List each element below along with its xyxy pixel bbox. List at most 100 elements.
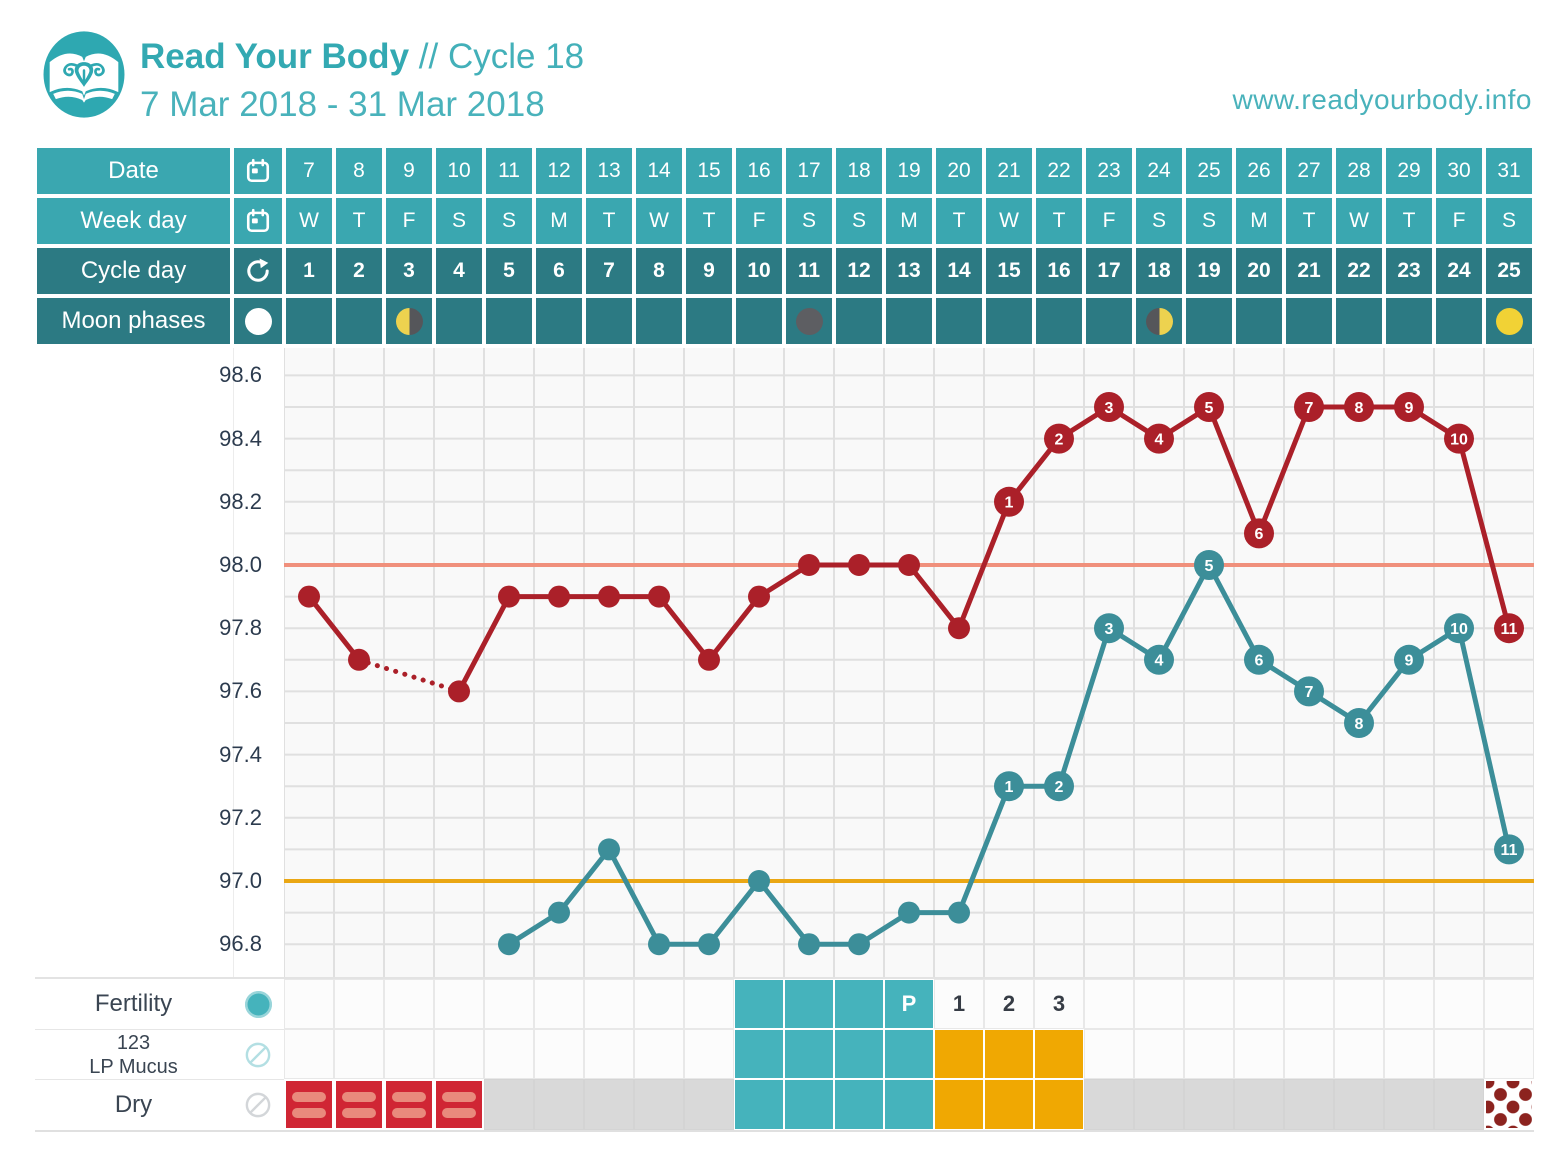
date-cell-16: 16 <box>734 146 784 196</box>
secondary-temperature-segment <box>606 846 662 947</box>
fertility-cell-empty-day-4 <box>434 979 484 1029</box>
secondary-temperature-point-day-8 <box>648 933 670 956</box>
full-moon-icon <box>244 307 272 335</box>
basal-body-temperature-point-day-18 <box>1144 423 1174 454</box>
open-book-uterus-logo-icon <box>43 31 125 118</box>
moon-cell-12 <box>834 296 884 346</box>
basal-body-temperature-point-label-day-18: 4 <box>1155 431 1164 448</box>
weekday-cell-9: F <box>384 196 434 246</box>
mucus-cell-empty-day-9 <box>684 1029 734 1079</box>
moon-cell-6 <box>534 296 584 346</box>
basal-body-temperature-segment <box>306 594 362 663</box>
moon-cell-7 <box>584 296 634 346</box>
secondary-temperature-segment <box>756 878 812 947</box>
basal-body-temperature-point-label-day-22: 8 <box>1355 400 1364 417</box>
dry-cell-dry-day-18 <box>1134 1079 1184 1130</box>
weekday-cell-31: S <box>1484 196 1534 246</box>
dry-cell-period-day-2 <box>334 1079 384 1130</box>
basal-body-temperature-point-day-12 <box>848 554 870 576</box>
fertility-cell-empty-day-1 <box>284 979 334 1029</box>
mucus-cell-empty-day-17 <box>1084 1029 1134 1079</box>
mucus-cell-empty-day-18 <box>1134 1029 1184 1079</box>
date-cell-14: 14 <box>634 146 684 196</box>
secondary-temperature-point-label-day-15: 1 <box>1005 779 1014 796</box>
last-quarter-moon-icon <box>395 307 423 335</box>
period-flow-pill <box>342 1091 376 1102</box>
y-axis-tick-96.8: 96.8 <box>219 931 262 957</box>
cycleday-cell-1: 1 <box>284 246 334 296</box>
weekday-cell-18: S <box>834 196 884 246</box>
weekday-cell-11: S <box>484 196 534 246</box>
secondary-temperature-point-day-19 <box>1194 550 1224 580</box>
moon-cell-8 <box>634 296 684 346</box>
basal-body-temperature-point-label-day-17: 3 <box>1105 400 1114 417</box>
secondary-temperature-point-day-25 <box>1494 834 1524 865</box>
dry-cell-dry-day-23 <box>1384 1079 1434 1130</box>
weekday-cell-28: W <box>1334 196 1384 246</box>
cycleday-cell-7: 7 <box>584 246 634 296</box>
secondary-temperature-segment <box>1156 562 1212 663</box>
mucus-cell-orange-day-15 <box>984 1029 1034 1079</box>
mucus-cell-fertile-day-13 <box>884 1029 934 1079</box>
cycleday-cell-10: 10 <box>734 246 784 296</box>
mucus-cell-empty-day-1 <box>284 1029 334 1079</box>
weekday-cell-16: F <box>734 196 784 246</box>
moon-cell-15 <box>984 296 1034 346</box>
dry-cell-period-day-3 <box>384 1079 434 1130</box>
date-cell-22: 22 <box>1034 146 1084 196</box>
y-axis-tick-97.4: 97.4 <box>219 741 262 767</box>
secondary-temperature-segment <box>956 783 1012 916</box>
cycleday-cell-14: 14 <box>934 246 984 296</box>
weekday-cell-30: F <box>1434 196 1484 246</box>
cycleday-cell-11: 11 <box>784 246 834 296</box>
basal-body-temperature-point-day-25 <box>1494 613 1524 644</box>
tracking-row-icon-dry <box>232 1079 284 1130</box>
cycleday-cell-23: 23 <box>1384 246 1434 296</box>
secondary-temperature-point-label-day-24: 10 <box>1450 621 1468 638</box>
moon-cell-23 <box>1384 296 1434 346</box>
dry-cell-orange-day-15 <box>984 1079 1034 1130</box>
secondary-temperature-point-day-12 <box>848 933 870 956</box>
fertility-cell-empty-day-23 <box>1384 979 1434 1029</box>
fertility-cell-empty-day-7 <box>584 979 634 1029</box>
moon-cell-25 <box>1484 296 1534 346</box>
weekday-cell-23: F <box>1084 196 1134 246</box>
fertility-cell-count-day-14: 1 <box>934 979 984 1029</box>
date-cell-12: 12 <box>534 146 584 196</box>
secondary-temperature-point-label-day-22: 8 <box>1355 716 1364 733</box>
moon-cell-22 <box>1334 296 1384 346</box>
dry-cell-fertile-day-11 <box>784 1079 834 1130</box>
secondary-temperature-point-day-7 <box>598 838 620 861</box>
y-axis-tick-97.0: 97.0 <box>219 868 262 893</box>
mucus-label-line2: LP Mucus <box>89 1055 178 1078</box>
basal-body-temperature-point-day-19 <box>1194 392 1224 422</box>
fertility-cell-fertile-day-11 <box>784 979 834 1029</box>
secondary-temperature-segment <box>1206 562 1262 663</box>
moon-cell-24 <box>1434 296 1484 346</box>
weekday-cell-29: T <box>1384 196 1434 246</box>
secondary-temperature-point-label-day-16: 2 <box>1055 779 1064 796</box>
report-title: Read Your Body // Cycle 18 7 Mar 2018 - … <box>140 33 584 129</box>
website-link[interactable]: www.readyourbody.info <box>1232 84 1532 115</box>
period-flow-pill <box>292 1107 326 1118</box>
none-slashed-circle-icon <box>245 1042 271 1067</box>
cycleday-cell-3: 3 <box>384 246 434 296</box>
secondary-temperature-segment <box>1456 625 1512 852</box>
basal-body-temperature-segment <box>656 594 712 663</box>
cycleday-cell-16: 16 <box>1034 246 1084 296</box>
dry-cell-period-day-4 <box>434 1079 484 1130</box>
date-cell-10: 10 <box>434 146 484 196</box>
cycleday-cell-13: 13 <box>884 246 934 296</box>
basal-body-temperature-point-day-13 <box>898 554 920 576</box>
cycleday-cell-6: 6 <box>534 246 584 296</box>
dry-cell-fertile-day-13 <box>884 1079 934 1130</box>
mucus-cell-empty-day-6 <box>534 1029 584 1079</box>
cycleday-cell-25: 25 <box>1484 246 1534 296</box>
basal-body-temperature-point-day-1 <box>298 585 320 608</box>
secondary-temperature-point-day-6 <box>548 901 570 924</box>
dry-cell-orange-day-14 <box>934 1079 984 1130</box>
cycleday-cell-22: 22 <box>1334 246 1384 296</box>
basal-body-temperature-point-day-15 <box>994 486 1024 517</box>
cycleday-cell-17: 17 <box>1084 246 1134 296</box>
period-flow-pill <box>392 1107 426 1118</box>
